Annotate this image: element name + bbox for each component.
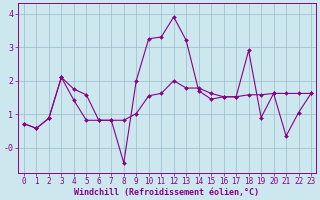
X-axis label: Windchill (Refroidissement éolien,°C): Windchill (Refroidissement éolien,°C)	[74, 188, 259, 197]
